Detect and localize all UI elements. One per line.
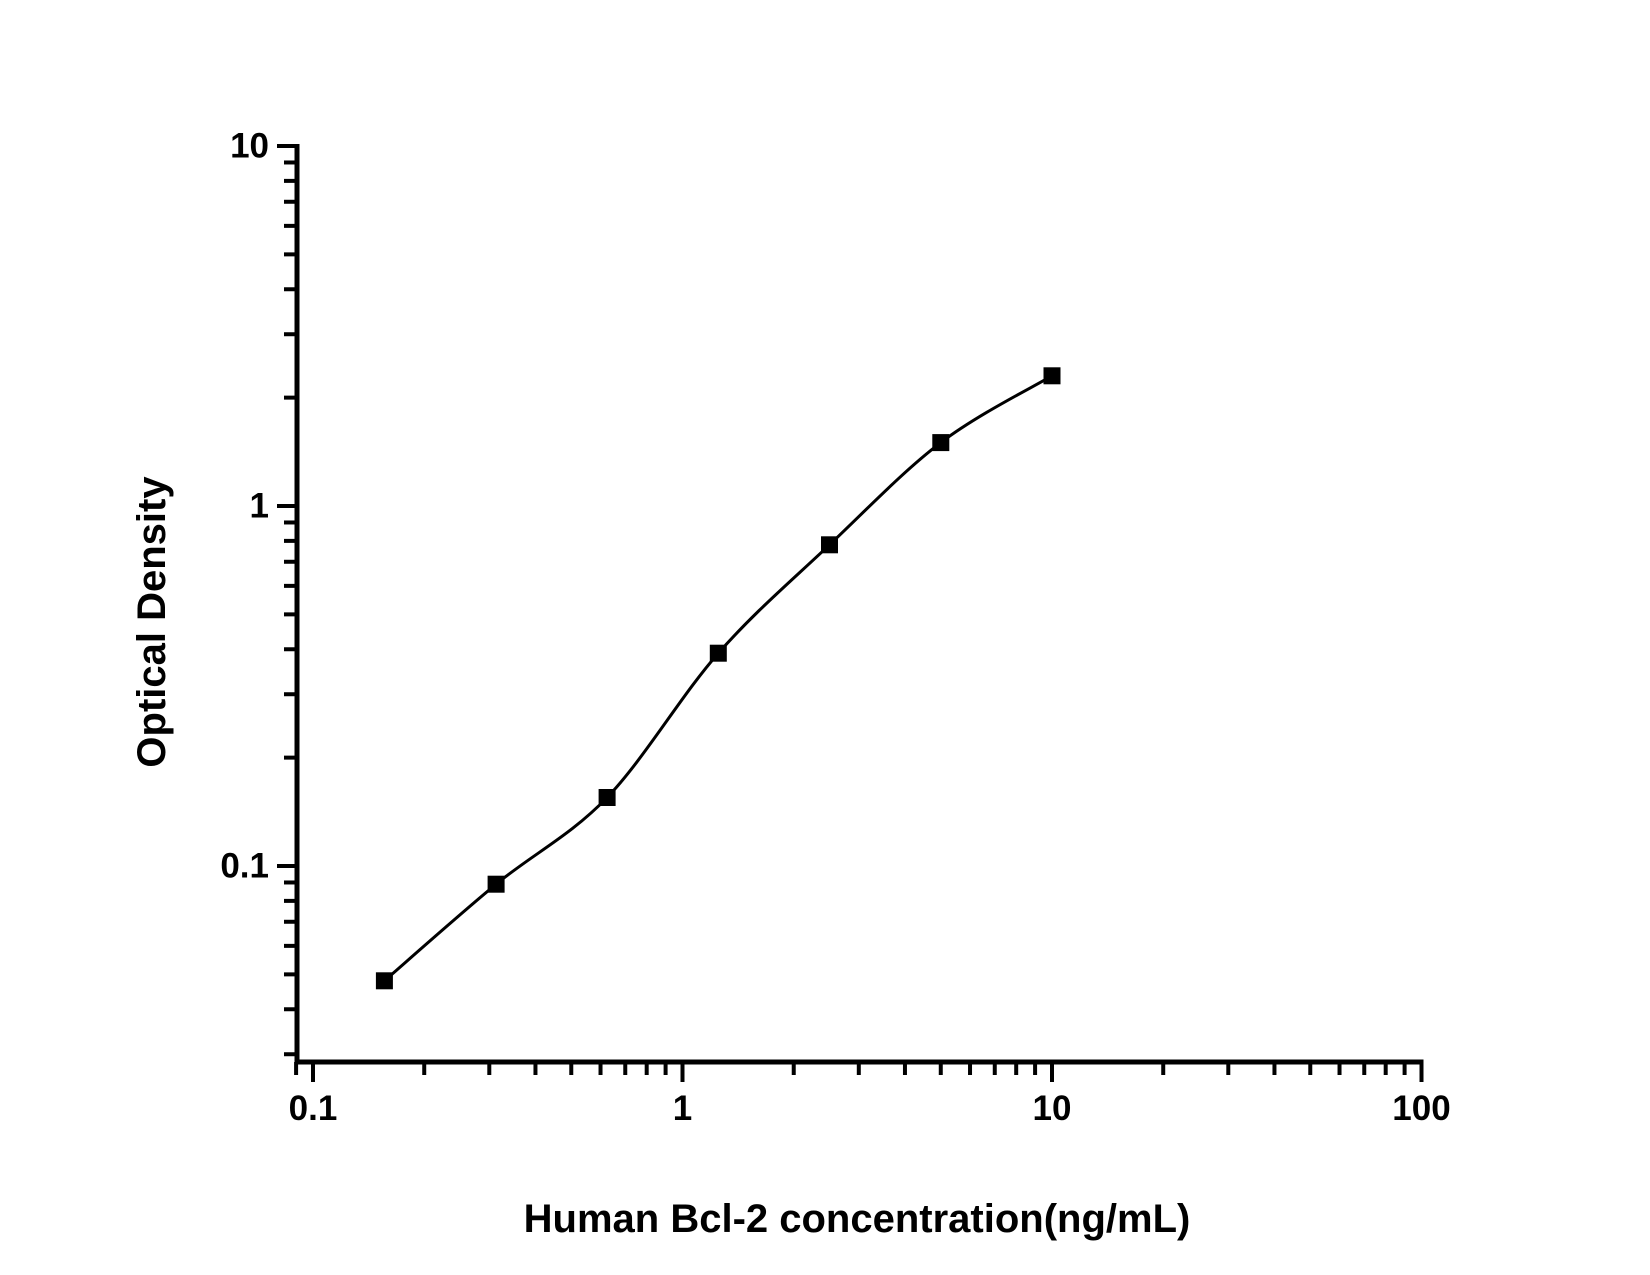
x-tick-label: 100 [1392,1089,1450,1128]
y-tick-label: 0.1 [220,847,269,886]
data-point-marker [932,434,950,452]
x-tick-label: 0.1 [289,1089,338,1128]
y-tick-label: 1 [250,487,269,526]
data-point-marker [598,789,616,806]
x-tick-label: 10 [1033,1089,1072,1128]
data-point-marker [487,875,505,893]
plot-series [375,367,1061,990]
data-point-marker [821,536,838,554]
x-axis-title: Human Bcl-2 concentration(ng/mL) [524,1197,1191,1241]
axes: 0.1 1 10 100 10 1 0.1 [220,127,1450,1129]
y-tick-label: 10 [230,127,269,166]
standard-curve-line [383,374,1053,982]
data-point-marker [709,644,727,662]
y-axis-title: Optical Density [130,476,174,768]
data-point-marker [1043,367,1061,385]
x-tick-label: 1 [673,1089,692,1128]
data-point-marker [375,972,393,990]
